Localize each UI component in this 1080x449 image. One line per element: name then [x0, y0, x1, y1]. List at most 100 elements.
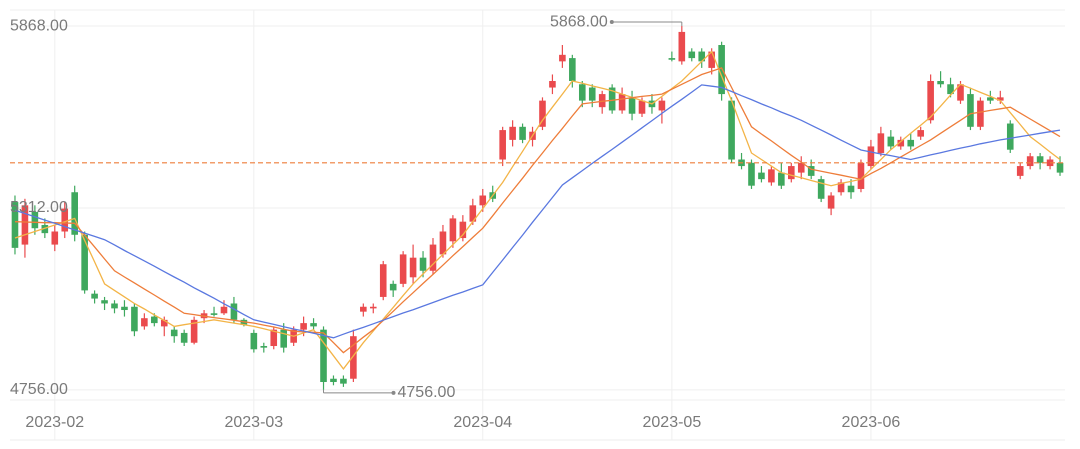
x-tick-label: 2023-06: [842, 414, 901, 431]
candle-body: [280, 329, 288, 348]
candle-body: [1036, 156, 1044, 163]
candle-body: [101, 300, 108, 304]
candle-body: [549, 80, 556, 88]
y-tick-label: 5312.00: [10, 199, 68, 216]
candle-body: [569, 58, 576, 81]
candle-body: [350, 336, 357, 379]
candle-body: [628, 97, 636, 114]
candle-body: [987, 97, 994, 101]
candle-body: [469, 205, 477, 222]
candle-body: [21, 205, 29, 245]
candle-body: [300, 323, 307, 330]
candle-body: [1006, 123, 1014, 150]
candle-body: [439, 231, 447, 255]
candle-body: [539, 100, 546, 127]
candle-body: [718, 45, 725, 95]
candle-body: [758, 172, 765, 180]
candle-body: [220, 306, 228, 314]
candle-body: [141, 318, 148, 327]
y-tick-label: 5868.00: [10, 17, 68, 34]
candle-body: [91, 293, 98, 299]
candle-body: [499, 130, 506, 160]
candle-body: [310, 323, 317, 327]
candle-body: [768, 169, 775, 183]
candle-body: [937, 80, 944, 85]
candle-body: [618, 94, 626, 111]
candle-body: [1026, 156, 1034, 167]
candle-body: [260, 346, 268, 348]
candle-body: [917, 130, 924, 137]
candle-body: [1056, 162, 1064, 173]
candle-body: [479, 195, 487, 206]
candle-body: [867, 146, 875, 167]
candle-body: [957, 84, 964, 101]
candle-body: [61, 208, 69, 232]
candle-body: [728, 100, 735, 160]
candle-body: [927, 80, 934, 121]
candle-body: [190, 319, 198, 343]
candle-body: [877, 133, 885, 153]
candle-body: [708, 51, 715, 68]
candle-body: [847, 185, 855, 193]
candle-body: [11, 202, 19, 248]
candle-body: [111, 303, 118, 309]
y-tick-label: 4756.00: [10, 381, 68, 398]
candle-body: [320, 329, 327, 383]
candle-body: [887, 136, 895, 147]
candle-body: [748, 162, 755, 186]
candle-body: [977, 100, 984, 127]
annotation-dot: [391, 390, 396, 395]
x-tick-label: 2023-04: [453, 414, 512, 431]
candle-body: [151, 316, 158, 324]
candle-body: [559, 54, 566, 62]
candle-body: [399, 254, 407, 284]
candle-body: [41, 224, 49, 234]
candle-body: [429, 244, 437, 271]
candle-body: [389, 283, 397, 291]
candle-body: [180, 332, 188, 343]
candle-body: [817, 179, 825, 199]
candle-body: [31, 211, 39, 229]
candle-body: [81, 234, 88, 291]
grid: [10, 9, 1065, 441]
candle-body: [71, 192, 78, 235]
candle-body: [997, 97, 1004, 101]
candle-body: [797, 162, 805, 173]
candle-body: [638, 100, 646, 114]
candle-body: [250, 332, 258, 350]
candle-body: [678, 31, 686, 62]
candle-body: [170, 329, 178, 337]
candle-body: [588, 87, 596, 101]
candle-body: [947, 84, 954, 95]
candle-body: [967, 94, 974, 127]
annotation-dot: [609, 20, 614, 25]
candle-body: [598, 94, 606, 108]
candle-body: [369, 306, 377, 309]
annotation-label: 4756.00: [398, 384, 456, 401]
candle-body: [688, 51, 696, 59]
candle-body: [778, 172, 785, 186]
x-tick-label: 2023-03: [224, 414, 283, 431]
candle-body: [379, 264, 387, 297]
candle-body: [907, 139, 915, 147]
ma-line: [14, 50, 1061, 370]
candle-body: [897, 139, 905, 147]
candle-body: [519, 126, 526, 140]
candle-body: [509, 126, 516, 140]
candle-body: [409, 257, 417, 278]
candle-body: [230, 303, 238, 320]
x-tick-label: 2023-02: [25, 414, 84, 431]
candle-body: [578, 84, 586, 101]
candle-body: [449, 218, 457, 242]
annotation-label: 5868.00: [550, 13, 608, 30]
candle-body: [270, 329, 278, 347]
candle-body: [51, 231, 59, 245]
x-tick-label: 2023-05: [643, 414, 702, 431]
candle-body: [787, 166, 795, 180]
ma-line: [14, 67, 1061, 354]
candle-body: [668, 58, 676, 60]
candle-body: [121, 306, 128, 311]
candle-body: [459, 221, 467, 239]
